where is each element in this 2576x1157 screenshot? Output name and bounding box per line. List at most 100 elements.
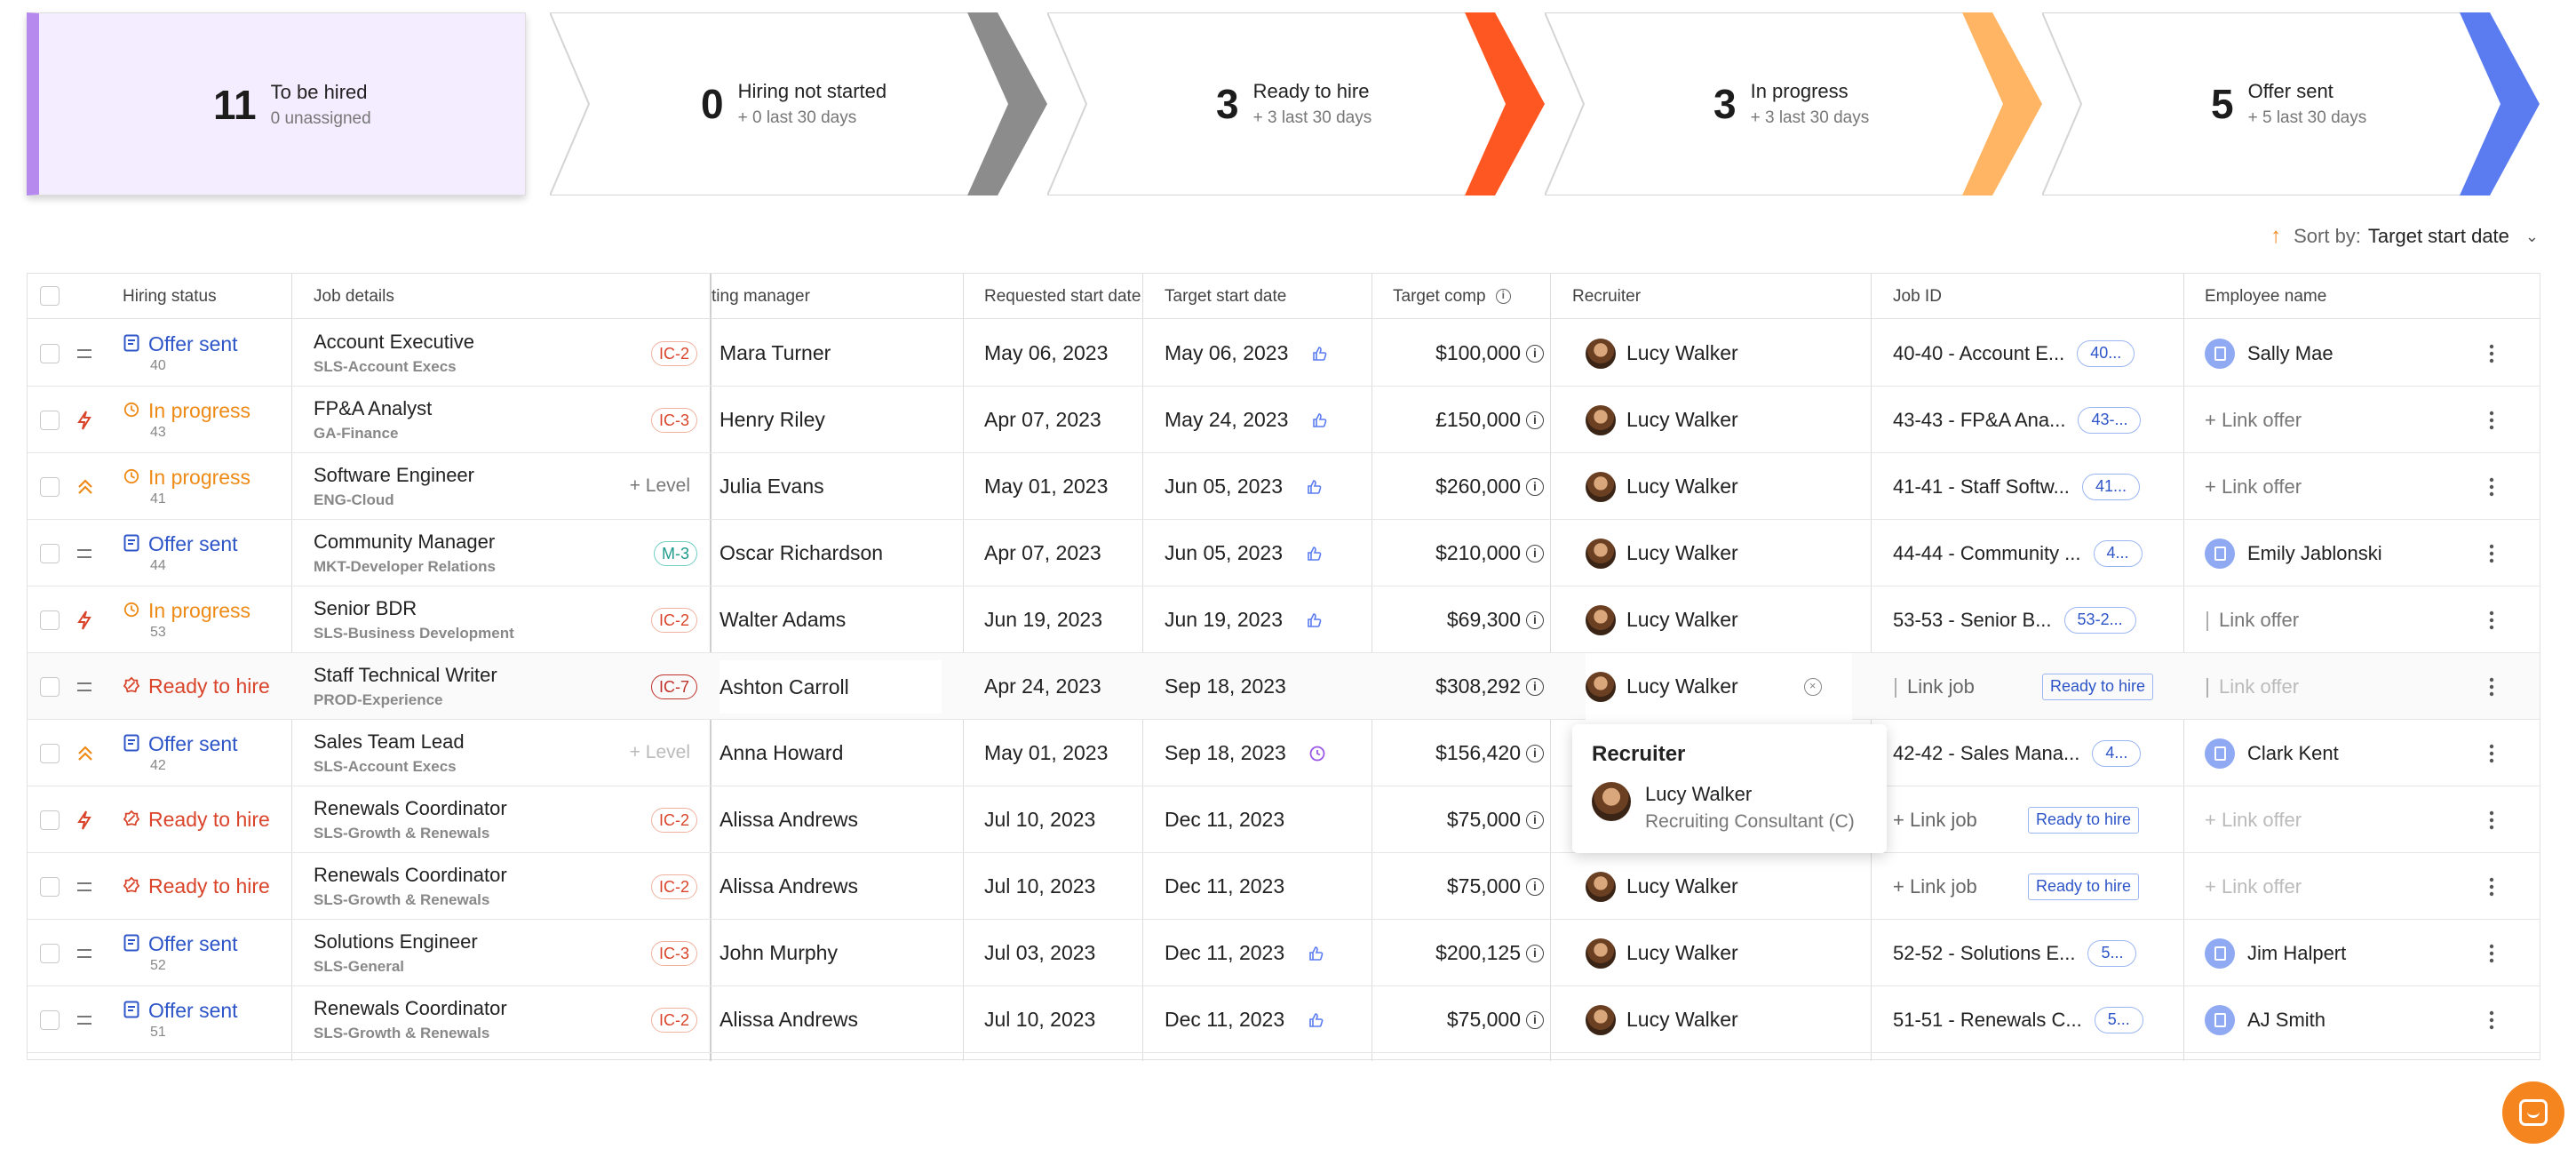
target-comp[interactable]: $75,000 i <box>1378 786 1544 853</box>
target-comp[interactable]: $260,000 i <box>1378 453 1544 520</box>
hiring-status[interactable]: Offer sent 40 <box>123 332 238 374</box>
job-id-link[interactable]: 52-52 - Solutions E... <box>1893 941 2076 964</box>
target-comp[interactable]: $308,292 i <box>1378 653 1544 720</box>
chat-icon[interactable] <box>2502 1081 2564 1144</box>
table-row[interactable]: Ready to hire Renewals Coordinator SLS-Gro… <box>28 786 2540 853</box>
employee-name[interactable]: Sally Mae <box>2247 341 2334 364</box>
info-icon[interactable]: i <box>1526 411 1544 429</box>
double-chevron-up-icon[interactable] <box>77 745 93 762</box>
hiring-status[interactable]: Ready to hire <box>123 874 270 898</box>
job-id-link[interactable]: 42-42 - Sales Mana... <box>1893 741 2080 764</box>
employee-cell[interactable]: Emily Jablonski <box>2205 520 2382 586</box>
requested-start-date[interactable]: Jul 10, 2023 <box>984 808 1096 831</box>
lightning-icon[interactable] <box>77 610 91 630</box>
link-offer-button[interactable]: + Link offer <box>2205 475 2302 498</box>
job-id-link[interactable]: 43-43 - FP&A Ana... <box>1893 408 2066 431</box>
header-target-start-date[interactable]: Target start date <box>1165 287 1287 306</box>
header-hiring-manager[interactable]: ting manager <box>712 287 810 306</box>
requested-start-date[interactable]: May 01, 2023 <box>984 475 1109 498</box>
sort-direction-icon[interactable]: ↑ <box>2270 224 2282 248</box>
table-row[interactable]: In progress 53 Senior BDR SLS-Business Deve… <box>28 586 2540 653</box>
recruiter-cell[interactable]: Lucy Walker <box>1586 520 1738 586</box>
more-vertical-icon[interactable] <box>2488 653 2495 720</box>
hiring-status[interactable]: In progress 53 <box>123 599 250 641</box>
target-comp[interactable]: $200,125 i <box>1378 920 1544 986</box>
employee-cell[interactable]: + Link offer <box>2205 786 2302 853</box>
target-start-date[interactable]: May 06, 2023 <box>1165 320 1327 387</box>
hiring-status[interactable]: Offer sent 42 <box>123 732 238 774</box>
hiring-manager[interactable]: Alissa Andrews <box>720 853 858 920</box>
hiring-manager[interactable]: Walter Adams <box>720 586 846 653</box>
header-job-id[interactable]: Job ID <box>1893 287 1942 306</box>
employee-cell[interactable]: + Link offer <box>2205 453 2302 520</box>
table-row[interactable]: Offer sent 52 Solutions Engineer SLS-Genera… <box>28 920 2540 986</box>
level-badge[interactable]: IC-3 <box>650 408 697 433</box>
employee-cell[interactable]: Clark Kent <box>2205 720 2339 786</box>
info-icon[interactable]: i <box>1526 610 1544 629</box>
table-row[interactable]: Offer sent 40 Account Executive SLS-Account… <box>28 320 2540 387</box>
target-start-date[interactable]: May 24, 2023 <box>1165 387 1327 453</box>
more-vertical-icon[interactable] <box>2488 986 2495 1053</box>
row-checkbox[interactable] <box>40 676 60 697</box>
table-row[interactable]: In progress 43 FP&A Analyst GA-Finance IC-3 H… <box>28 387 2540 453</box>
row-checkbox[interactable] <box>40 543 60 563</box>
employee-cell[interactable]: + Link offer <box>2205 853 2302 920</box>
clear-icon[interactable]: × <box>1803 677 1822 696</box>
recruiter-cell[interactable]: Lucy Walker <box>1586 320 1738 387</box>
job-details[interactable]: Account Executive SLS-Account Execs <box>314 331 474 376</box>
more-vertical-icon[interactable] <box>2488 387 2495 453</box>
job-id-chip[interactable]: 4... <box>2093 539 2143 567</box>
requested-start-date[interactable]: Jul 03, 2023 <box>984 941 1096 964</box>
table-row[interactable]: Offer sent 42 Sales Team Lead SLS-Account E… <box>28 720 2540 786</box>
more-vertical-icon[interactable] <box>2488 520 2495 586</box>
link-offer-button[interactable]: + Link offer <box>2205 874 2302 898</box>
equals-icon[interactable] <box>77 348 91 358</box>
target-start-date[interactable]: Sep 18, 2023 <box>1165 653 1286 720</box>
job-id-chip[interactable]: 40... <box>2077 339 2135 367</box>
level-badge[interactable]: IC-7 <box>650 674 697 699</box>
job-details[interactable]: Software Engineer ENG-Cloud <box>314 464 474 509</box>
level-badge[interactable]: IC-3 <box>650 941 697 966</box>
job-id-link[interactable]: 40-40 - Account E... <box>1893 341 2065 364</box>
more-vertical-icon[interactable] <box>2488 920 2495 986</box>
target-comp[interactable]: $75,000 i <box>1378 853 1544 920</box>
hiring-status[interactable]: Offer sent 52 <box>123 932 238 974</box>
employee-name[interactable]: Clark Kent <box>2247 741 2339 764</box>
hiring-not-started-card[interactable]: 0 Hiring not started + 0 last 30 days <box>550 12 1047 195</box>
requested-start-date[interactable]: Jul 10, 2023 <box>984 874 1096 898</box>
lightning-icon[interactable] <box>77 810 91 830</box>
job-id-cell[interactable]: + Link job Ready to hire <box>1893 786 2140 853</box>
employee-cell[interactable]: + Link offer <box>2205 387 2302 453</box>
more-vertical-icon[interactable] <box>2488 453 2495 520</box>
hiring-status[interactable]: Ready to hire <box>123 674 270 698</box>
priority-control[interactable] <box>77 520 91 586</box>
recruiter-cell[interactable]: Lucy Walker <box>1586 453 1738 520</box>
equals-icon[interactable] <box>77 1015 91 1025</box>
job-id-cell[interactable]: 44-44 - Community ... 4... <box>1893 520 2143 586</box>
header-recruiter[interactable]: Recruiter <box>1572 287 1642 306</box>
job-id-chip[interactable]: 43-... <box>2078 406 2142 434</box>
hiring-manager[interactable]: Julia Evans <box>720 453 824 520</box>
more-vertical-icon[interactable] <box>2488 320 2495 387</box>
link-job-button[interactable]: + Link job <box>1893 874 1977 898</box>
info-icon[interactable]: i <box>1526 877 1544 896</box>
priority-control[interactable] <box>77 920 91 986</box>
row-checkbox[interactable] <box>40 610 60 630</box>
job-details[interactable]: Renewals Coordinator SLS-Growth & Renewal… <box>314 997 507 1042</box>
info-icon[interactable]: i <box>1526 810 1544 829</box>
job-id-cell[interactable]: 53-53 - Senior B... 53-2... <box>1893 586 2136 653</box>
equals-icon[interactable] <box>77 682 91 691</box>
job-details[interactable]: Solutions Engineer SLS-General <box>314 930 478 976</box>
hiring-status[interactable]: In progress 43 <box>123 399 250 441</box>
hiring-manager[interactable]: Alissa Andrews <box>720 786 858 853</box>
level-badge[interactable]: IC-2 <box>650 1008 697 1033</box>
job-id-link[interactable]: 51-51 - Renewals C... <box>1893 1008 2082 1031</box>
row-checkbox[interactable] <box>40 810 60 830</box>
job-id-cell[interactable]: 42-42 - Sales Mana... 4... <box>1893 720 2142 786</box>
table-row[interactable]: Offer sent 44 Community Manager MKT-Develop… <box>28 520 2540 586</box>
level-badge[interactable]: IC-2 <box>650 608 697 633</box>
header-requested-start-date[interactable]: Requested start date <box>984 287 1141 306</box>
table-row[interactable]: Ready to hire Renewals Coordinator SLS-Gro… <box>28 853 2540 920</box>
info-icon[interactable]: i <box>1526 1010 1544 1029</box>
priority-control[interactable] <box>77 986 91 1053</box>
